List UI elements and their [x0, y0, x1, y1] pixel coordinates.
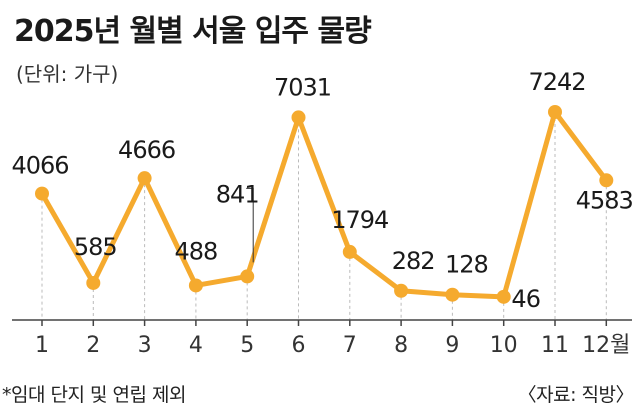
- data-label: 4066: [11, 152, 68, 180]
- data-point: [394, 283, 409, 298]
- data-point: [342, 244, 357, 259]
- data-label: 282: [392, 247, 435, 275]
- data-point: [548, 105, 562, 119]
- data-point: [496, 289, 511, 304]
- data-point: [240, 269, 255, 284]
- data-label: 4666: [118, 136, 175, 164]
- x-tick-label: 9: [445, 333, 459, 358]
- footnote: *임대 단지 및 연립 제외: [2, 384, 186, 406]
- x-tick-label: 5: [240, 333, 254, 358]
- x-tick-label: 8: [394, 333, 408, 358]
- data-label: 841: [216, 180, 259, 208]
- data-label: 7242: [528, 68, 585, 96]
- data-point: [86, 275, 101, 290]
- x-tick-label: 12월: [582, 333, 630, 358]
- x-tick-label: 7: [343, 333, 357, 358]
- source-note: 〈자료: 직방〉: [517, 384, 635, 406]
- data-label: 4583: [576, 186, 633, 214]
- x-tick-label: 4: [189, 333, 203, 358]
- data-label: 1794: [331, 206, 388, 234]
- data-label: 488: [174, 237, 217, 265]
- data-point: [35, 186, 49, 201]
- x-tick-label: 3: [138, 333, 152, 358]
- data-label: 585: [74, 233, 117, 261]
- data-point: [599, 173, 614, 188]
- leader-line: [246, 187, 254, 263]
- x-tick-label: 1: [35, 333, 49, 358]
- data-label: 128: [445, 251, 488, 279]
- data-point: [291, 110, 306, 125]
- data-point: [445, 287, 460, 302]
- data-label: 7031: [274, 73, 331, 101]
- x-tick-label: 11: [541, 333, 569, 358]
- x-tick-label: 10: [490, 333, 518, 358]
- chart-title: 2025년 월별 서울 입주 물량: [14, 14, 372, 49]
- x-tick-label: 6: [292, 333, 306, 358]
- data-label: 46: [511, 285, 540, 313]
- data-point: [188, 278, 203, 293]
- x-tick-label: 2: [86, 333, 100, 358]
- series-line: [39, 109, 609, 300]
- unit-label: (단위: 가구): [16, 62, 119, 86]
- data-point: [137, 171, 152, 186]
